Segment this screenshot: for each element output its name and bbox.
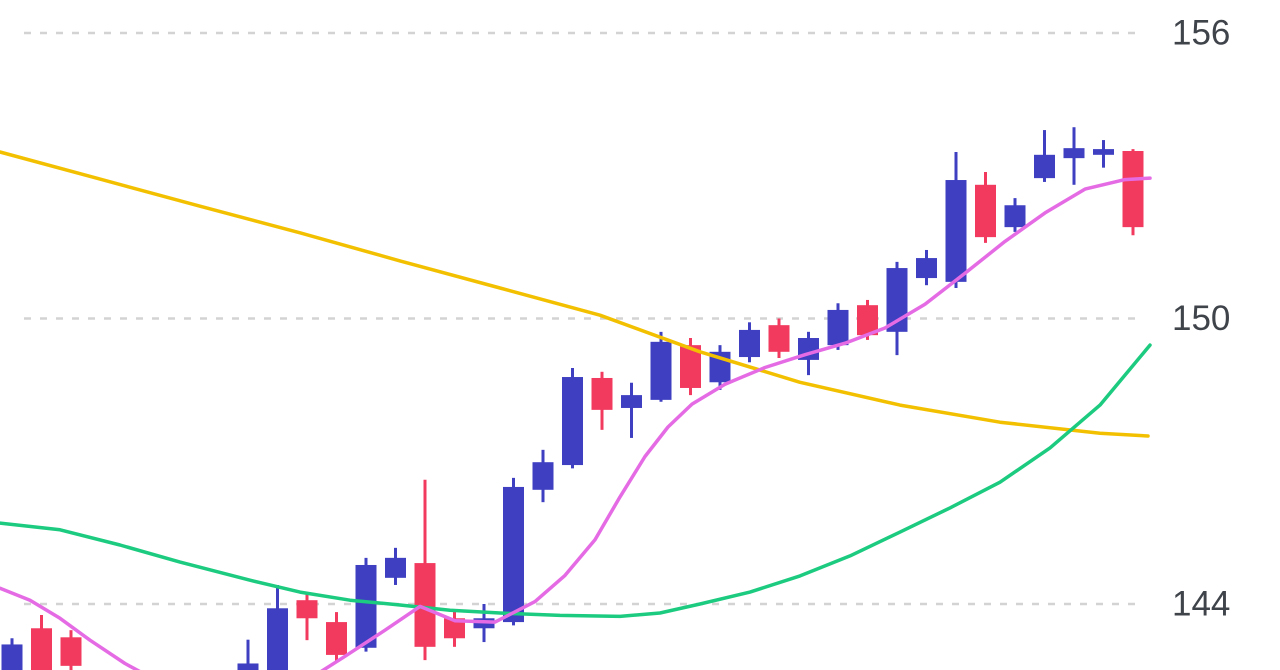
candle-11	[326, 612, 347, 663]
candle-body	[650, 341, 672, 400]
candle-35	[1034, 130, 1055, 182]
candle-body	[916, 258, 937, 279]
candle-20	[591, 371, 613, 430]
candle-0	[1, 638, 23, 670]
candle-body	[1093, 149, 1114, 155]
candle-body	[532, 462, 554, 490]
ma-magenta-line	[0, 176, 1152, 670]
candle-body	[562, 377, 583, 466]
candle-body	[1122, 151, 1144, 228]
y-tick-label-150: 150	[1172, 299, 1230, 338]
candle-body	[945, 180, 967, 282]
candle-body	[1004, 205, 1026, 228]
candle-body	[414, 563, 436, 647]
ma-yellow-line	[0, 150, 1150, 438]
candle-36	[1063, 127, 1085, 185]
candle-31	[916, 249, 937, 286]
candle-1	[31, 614, 52, 670]
candle-body	[1063, 148, 1085, 159]
candle-15	[444, 611, 465, 647]
candle-10	[296, 592, 318, 641]
candle-body	[60, 637, 82, 666]
candle-13	[385, 547, 406, 585]
candle-body	[680, 345, 701, 388]
candle-body	[621, 395, 642, 408]
candle-body	[857, 305, 878, 336]
candle-18	[532, 449, 554, 503]
candle-body	[444, 618, 465, 639]
candle-body	[237, 663, 259, 670]
candle-body	[385, 557, 406, 578]
candle-25	[739, 322, 760, 363]
candle-2	[60, 630, 82, 670]
candle-body	[768, 325, 790, 352]
candle-body	[827, 309, 849, 346]
candle-37	[1093, 140, 1114, 168]
candle-33	[975, 171, 996, 243]
y-tick-label-156: 156	[1172, 14, 1230, 53]
ma-green-line	[0, 343, 1152, 619]
candle-34	[1004, 198, 1026, 232]
candle-32	[945, 151, 967, 289]
y-tick-label-144: 144	[1172, 584, 1230, 623]
candle-body	[739, 329, 760, 358]
candle-body	[591, 377, 613, 410]
candle-26	[768, 318, 790, 358]
candle-12	[355, 557, 377, 652]
candle-body	[267, 608, 288, 670]
candle-14	[414, 479, 436, 661]
candle-body	[355, 564, 377, 648]
candle-body	[503, 486, 524, 623]
candle-body	[1034, 154, 1055, 179]
candle-9	[267, 584, 288, 670]
candle-body	[975, 184, 996, 238]
candle-22	[650, 331, 672, 402]
candle-body	[31, 628, 52, 670]
candle-body	[326, 622, 347, 655]
candle-28	[827, 303, 849, 350]
candle-8	[237, 639, 259, 670]
candle-17	[503, 477, 524, 626]
candle-38	[1122, 149, 1144, 236]
candle-30	[886, 261, 908, 356]
candle-21	[621, 382, 642, 438]
candle-body	[1, 644, 23, 670]
candle-19	[562, 367, 583, 469]
candle-body	[296, 600, 318, 619]
